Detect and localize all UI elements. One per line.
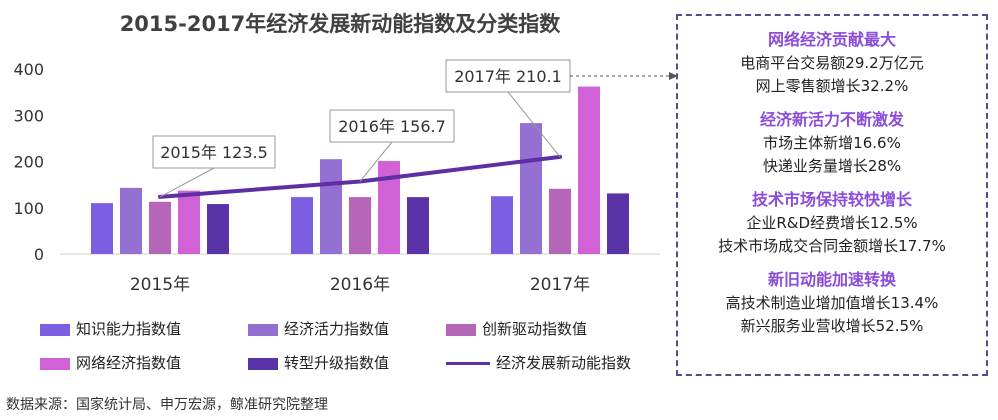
legend-swatch — [40, 357, 70, 370]
highlight-heading: 经济新活力不断激发 — [759, 110, 904, 129]
chart-plot: 0 100 200 300 400 2015年 2016年 2017年 2015年 123.5 2… — [13, 59, 678, 295]
legend-item-knowledge: 知识能力指数值 — [40, 318, 181, 339]
legend-label: 创新驱动指数值 — [482, 320, 588, 338]
legend-swatch — [40, 323, 70, 336]
legend-line-swatch — [446, 362, 490, 365]
highlight-economic-vitality: 经济新活力不断激发 市场主体新增16.6% 快递业务量增长28% — [678, 108, 986, 178]
y-tick-label: 300 — [13, 106, 44, 125]
legend-label: 经济发展新动能指数 — [496, 354, 632, 372]
callout-box — [152, 135, 276, 169]
x-tick-label: 2017年 — [530, 275, 590, 295]
bar — [291, 197, 313, 254]
highlight-line: 网上零售额增长32.2% — [755, 77, 909, 95]
bar — [491, 196, 513, 254]
bar — [407, 197, 429, 254]
legend-swatch — [446, 323, 476, 336]
highlight-line: 高技术制造业增加值增长13.4% — [725, 294, 939, 312]
highlight-line: 电商平台交易额29.2万亿元 — [740, 54, 924, 72]
legend-label: 知识能力指数值 — [76, 320, 182, 338]
highlight-tech-market: 技术市场保持较快增长 企业R&D经费增长12.5% 技术市场成交合同金额增长17… — [678, 188, 986, 258]
highlight-line: 企业R&D经费增长12.5% — [746, 214, 918, 232]
bar — [120, 187, 142, 254]
highlights-panel: 网络经济贡献最大 电商平台交易额29.2万亿元 网上零售额增长32.2% 经济新… — [676, 14, 988, 376]
legend-label: 转型升级指数值 — [284, 354, 390, 372]
bar — [207, 204, 229, 254]
legend-swatch — [248, 357, 278, 370]
callout-leader — [159, 167, 215, 198]
y-tick-label: 200 — [13, 153, 44, 172]
bar — [320, 159, 342, 254]
bar — [349, 197, 371, 254]
legend-swatch — [248, 323, 278, 336]
bar — [149, 201, 171, 254]
highlight-momentum-shift: 新旧动能加速转换 高技术制造业增加值增长13.4% 新兴服务业营收增长52.5% — [678, 268, 986, 338]
callout-label: 2015年 123.5 — [160, 143, 268, 162]
legend-item-innovation: 创新驱动指数值 — [446, 318, 587, 339]
y-tick-label: 400 — [13, 60, 44, 79]
x-tick-label: 2015年 — [130, 275, 190, 295]
bar — [178, 190, 200, 254]
bar — [378, 161, 400, 254]
highlight-heading: 新旧动能加速转换 — [767, 270, 896, 289]
highlight-line: 技术市场成交合同金额增长17.7% — [718, 237, 946, 255]
highlight-line: 新兴服务业营收增长52.5% — [740, 317, 924, 335]
highlight-line: 市场主体新增16.6% — [763, 134, 901, 152]
highlight-heading: 网络经济贡献最大 — [767, 30, 896, 49]
bar — [549, 188, 571, 254]
bar — [520, 123, 542, 254]
callout-arrow-head — [669, 72, 678, 80]
legend-item-transformation: 转型升级指数值 — [248, 352, 389, 373]
legend-item-vitality: 经济活力指数值 — [248, 318, 389, 339]
y-tick-label: 0 — [34, 245, 44, 264]
bar — [578, 86, 600, 254]
highlight-network-economy: 网络经济贡献最大 电商平台交易额29.2万亿元 网上零售额增长32.2% — [678, 28, 986, 98]
bar — [91, 203, 113, 254]
chart-title: 2015-2017年经济发展新动能指数及分类指数 — [119, 12, 561, 36]
callout-label: 2016年 156.7 — [338, 117, 446, 136]
callout-box — [329, 109, 455, 143]
highlight-line: 快递业务量增长28% — [762, 157, 902, 175]
callout-label: 2017年 210.1 — [454, 67, 562, 86]
legend-item-network: 网络经济指数值 — [40, 352, 181, 373]
legend-label: 网络经济指数值 — [76, 354, 182, 372]
legend-label: 经济活力指数值 — [284, 320, 390, 338]
x-tick-label: 2016年 — [330, 275, 390, 295]
y-tick-label: 100 — [13, 199, 44, 218]
callout-leader — [359, 141, 393, 182]
bar — [607, 193, 629, 254]
callout-leader — [507, 91, 561, 158]
legend-item-new-momentum: 经济发展新动能指数 — [446, 352, 631, 373]
data-source: 数据来源：国家统计局、申万宏源，鲸准研究院整理 — [6, 397, 328, 413]
highlight-heading: 技术市场保持较快增长 — [751, 190, 912, 209]
